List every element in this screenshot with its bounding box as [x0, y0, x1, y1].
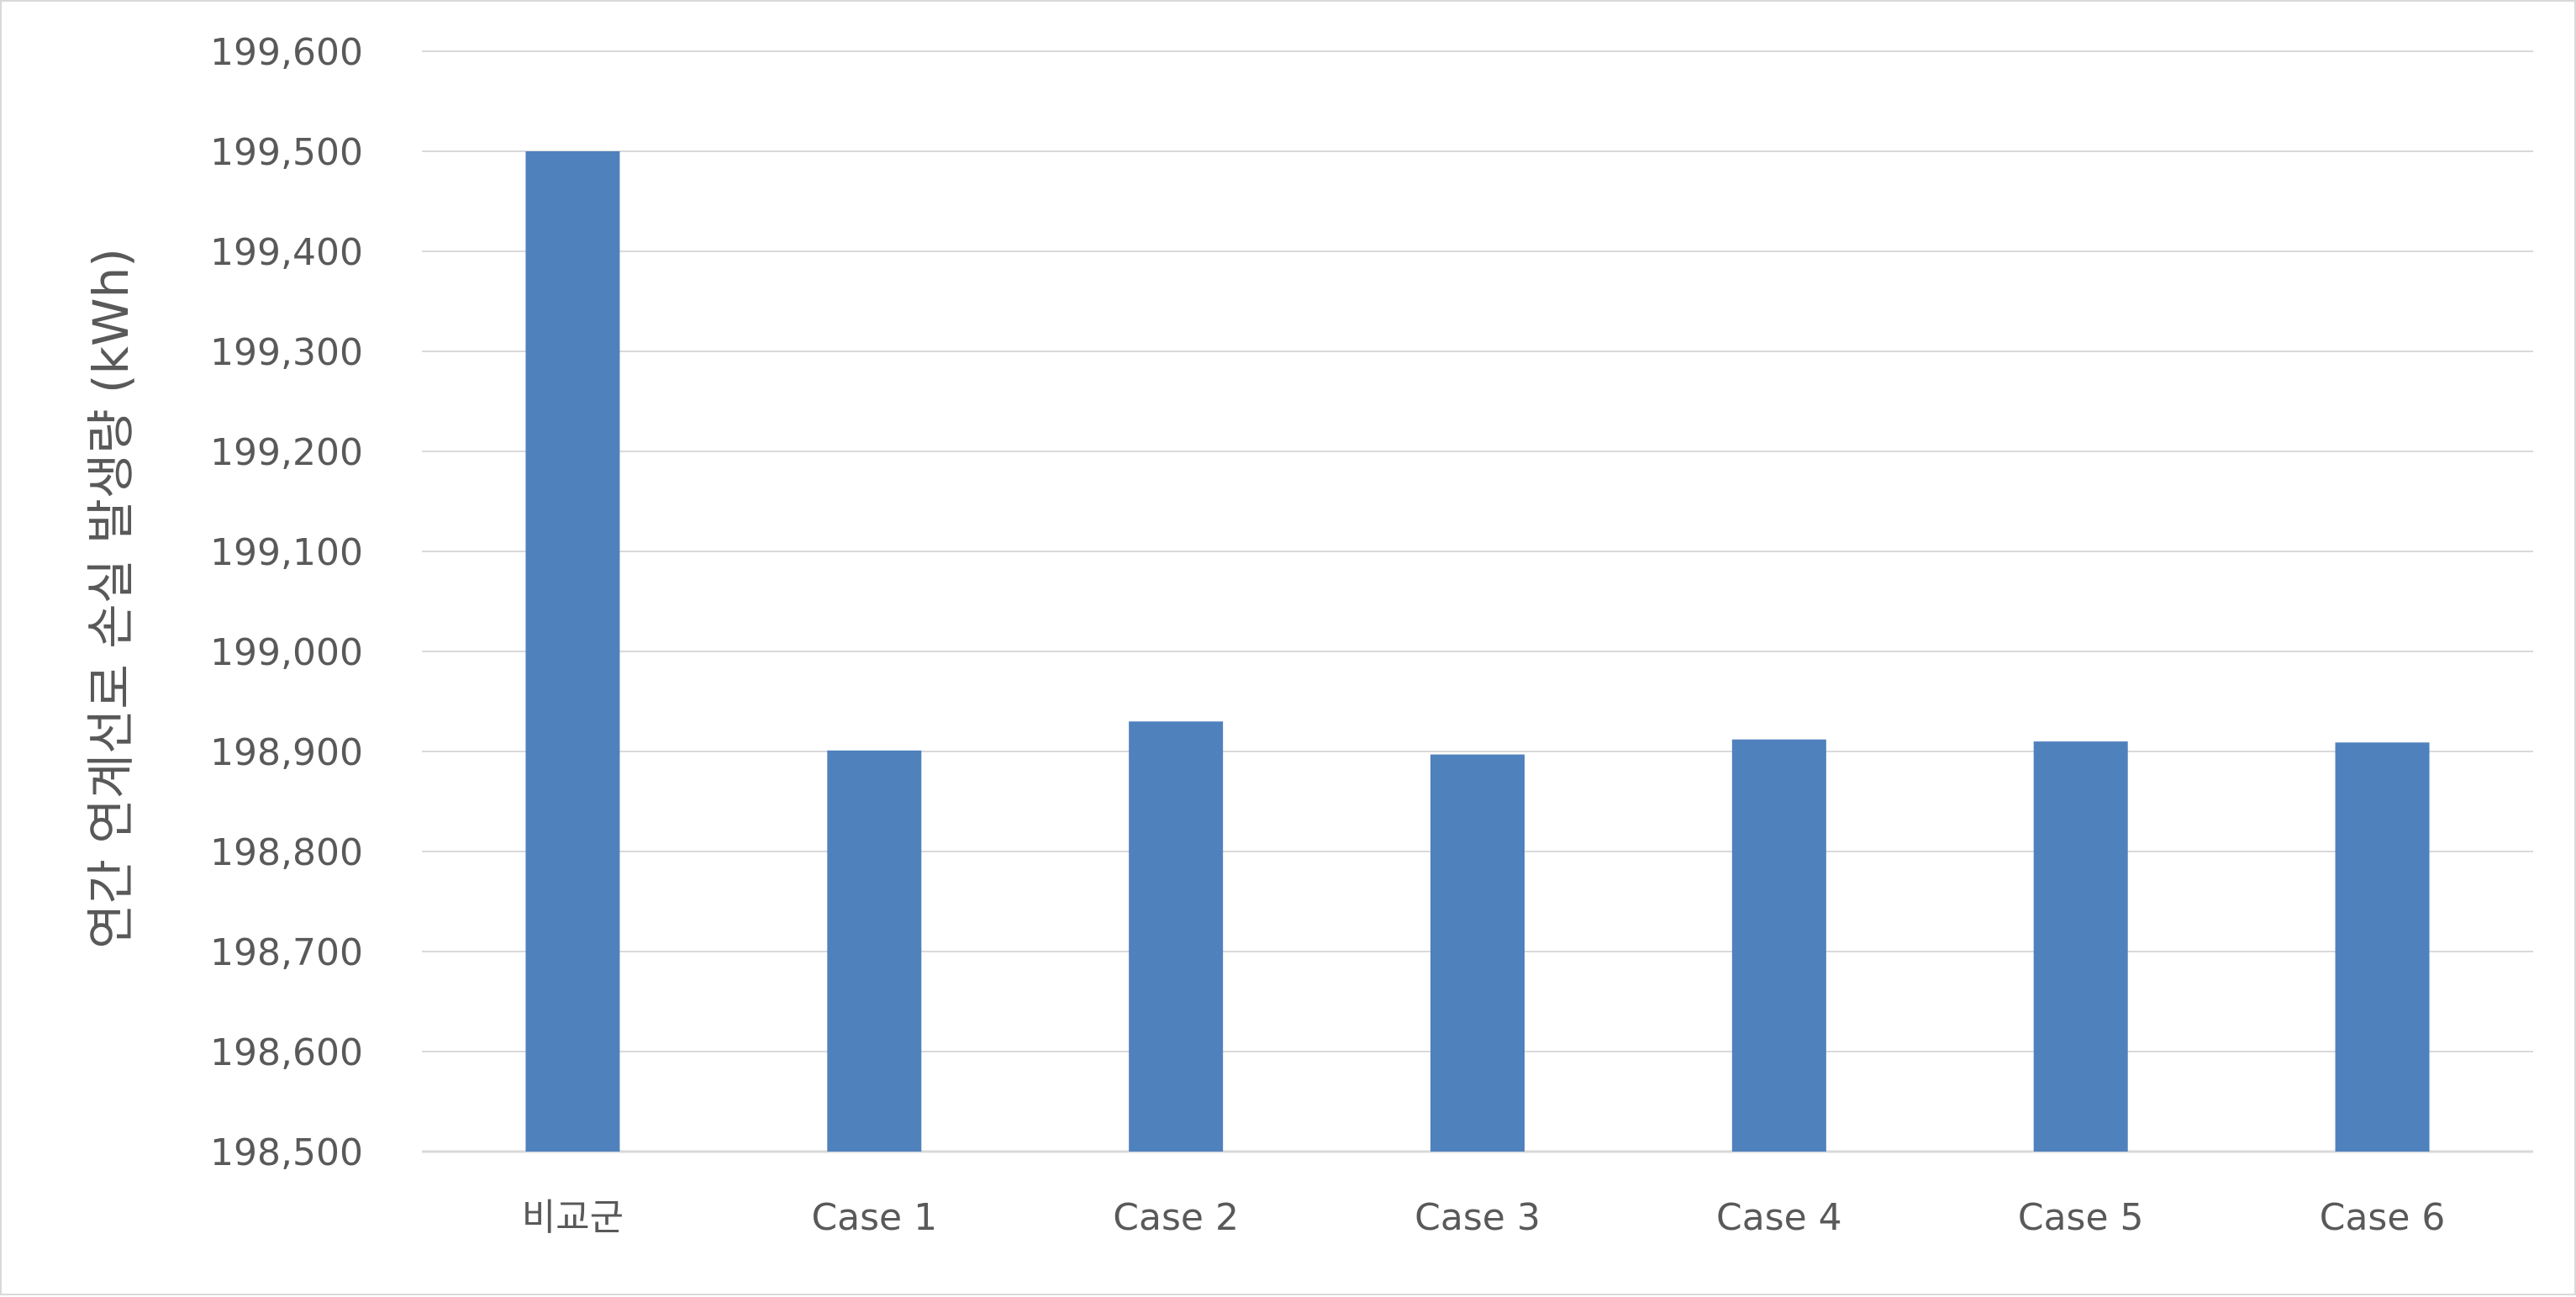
x-tick-label: Case 4 [1716, 1196, 1842, 1239]
bars [525, 151, 2430, 1152]
y-tick-label: 198,700 [210, 931, 363, 974]
bar [2033, 741, 2128, 1152]
y-tick-label: 199,100 [210, 531, 363, 574]
x-tick-label: Case 6 [2320, 1196, 2446, 1239]
y-tick-label: 199,600 [210, 31, 363, 74]
x-tick-label: 비교군 [522, 1196, 624, 1239]
y-tick-label: 199,000 [210, 631, 363, 674]
bar [2335, 742, 2430, 1152]
bar [1731, 739, 1826, 1152]
y-tick-label: 199,500 [210, 131, 363, 174]
y-tick-label: 198,900 [210, 731, 363, 774]
y-axis-title: 연간 연계선로 손실 발생량 (kWh) [82, 248, 140, 949]
x-tick-label: Case 5 [2018, 1196, 2144, 1239]
bar [827, 750, 922, 1152]
x-tick-label: Case 2 [1113, 1196, 1239, 1239]
x-tick-label: Case 3 [1414, 1196, 1541, 1239]
bar [525, 151, 620, 1152]
bar [1129, 721, 1224, 1152]
x-tick-label: Case 1 [811, 1196, 937, 1239]
bar [1430, 754, 1525, 1152]
y-tick-label: 199,200 [210, 431, 363, 474]
y-tick-label: 199,300 [210, 331, 363, 374]
x-axis-ticks: 비교군 Case 1 Case 2 Case 3 Case 4 Case 5 Case 6 [522, 1196, 2446, 1239]
y-tick-label: 199,400 [210, 231, 363, 274]
y-axis-ticks: 198,500 198,600 198,700 198,800 198,900 199,0… [210, 31, 363, 1174]
y-tick-label: 198,600 [210, 1031, 363, 1074]
y-tick-label: 198,800 [210, 831, 363, 874]
y-tick-label: 198,500 [210, 1131, 363, 1174]
